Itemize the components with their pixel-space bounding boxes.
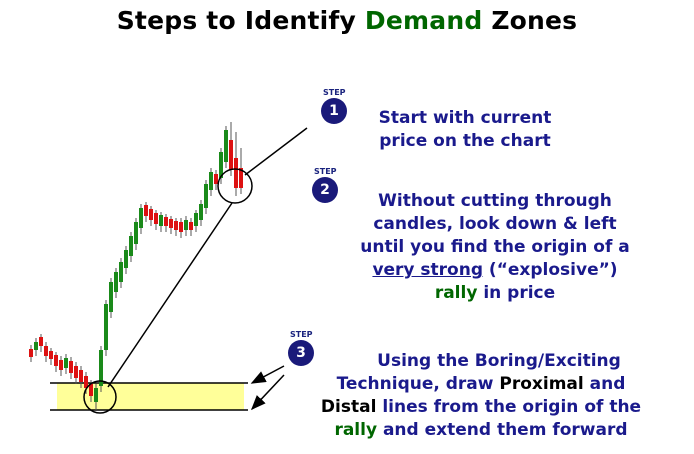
bearish-candle xyxy=(74,366,78,378)
step-2-line-2: candles, look down & left xyxy=(373,214,617,234)
in-price-text: in price xyxy=(477,283,556,303)
bearish-candle xyxy=(39,337,43,346)
bullish-candle xyxy=(184,220,188,230)
distal-text: Distal xyxy=(320,397,377,417)
rally-origin-circle xyxy=(83,380,117,414)
bullish-candle xyxy=(119,262,123,282)
demand-zone xyxy=(57,383,244,410)
bullish-candle xyxy=(159,215,163,226)
technique-text: Technique, draw xyxy=(336,374,500,394)
step-2-line-5: rally in price xyxy=(320,282,670,305)
bearish-candle xyxy=(179,222,183,232)
bullish-candle xyxy=(194,213,198,226)
bearish-candle xyxy=(89,384,93,396)
step-3-line-3: Distal lines from the origin of the xyxy=(276,396,686,419)
bullish-candle xyxy=(139,208,143,228)
bullish-candle xyxy=(124,250,128,268)
bearish-candle xyxy=(234,158,238,188)
step-3-line-1: Using the Boring/Exciting xyxy=(377,351,621,371)
bearish-candle xyxy=(164,217,168,226)
bearish-candle xyxy=(144,205,148,216)
current-price-circle xyxy=(217,168,253,204)
and-text: and xyxy=(583,374,626,394)
step-2-line-4: very strong (“explosive”) xyxy=(320,259,670,282)
bullish-candle xyxy=(224,130,228,162)
bearish-candle xyxy=(59,360,63,370)
page-title: Steps to Identify Demand Zones xyxy=(0,6,694,35)
distal-arrow xyxy=(250,374,285,411)
proximal-arrow xyxy=(250,365,285,384)
bearish-candle xyxy=(169,219,173,228)
step-2-line-1: Without cutting through xyxy=(378,191,612,211)
bullish-candle xyxy=(129,236,133,256)
bullish-candle xyxy=(34,342,38,350)
step-2-line-3: until you find the origin of a xyxy=(360,237,630,257)
bearish-candle xyxy=(189,222,193,230)
step-3-text: Using the Boring/Exciting Technique, dra… xyxy=(276,350,686,442)
very-strong-text: very strong xyxy=(372,260,484,280)
step-number: 2 xyxy=(312,177,338,203)
step-3-line-2: Technique, draw Proximal and xyxy=(276,373,686,396)
bearish-candle xyxy=(54,355,58,366)
bearish-candle xyxy=(174,221,178,230)
step-1-text: Start with current price on the chart xyxy=(350,107,580,153)
explosive-text: (“explosive”) xyxy=(483,260,618,280)
bullish-candle xyxy=(209,172,213,190)
bullish-candle xyxy=(94,388,98,402)
step-1-line-2: price on the chart xyxy=(379,131,551,151)
rally-text: rally xyxy=(334,420,378,440)
bearish-candle xyxy=(149,209,153,220)
bearish-candle xyxy=(239,168,243,188)
step-label: STEP xyxy=(290,330,313,339)
bullish-candle xyxy=(199,204,203,220)
step-label: STEP xyxy=(314,167,337,176)
bearish-candle xyxy=(49,351,53,359)
bullish-candle xyxy=(99,350,103,386)
step-1-line-1: Start with current xyxy=(378,108,552,128)
bullish-candle xyxy=(109,282,113,312)
step-number: 1 xyxy=(321,98,347,124)
bearish-candle xyxy=(44,346,48,356)
step-label: STEP xyxy=(323,88,346,97)
bullish-candle xyxy=(114,272,118,292)
bearish-candle xyxy=(69,361,73,373)
title-prefix: Steps to Identify xyxy=(116,6,365,35)
bullish-candle xyxy=(104,304,108,350)
title-suffix: Zones xyxy=(482,6,578,35)
bearish-candle xyxy=(79,370,83,382)
title-highlight: Demand xyxy=(364,6,483,35)
step-2-text: Without cutting through candles, look do… xyxy=(320,190,670,305)
step1-pointer-line xyxy=(244,127,308,176)
candles xyxy=(29,122,243,410)
step-number: 3 xyxy=(288,340,314,366)
rally-text: rally xyxy=(434,283,478,303)
bullish-candle xyxy=(64,358,68,368)
bearish-candle xyxy=(29,349,33,357)
bearish-candle xyxy=(229,140,233,170)
bearish-candle xyxy=(214,174,218,184)
bullish-candle xyxy=(134,222,138,244)
bearish-candle xyxy=(84,376,88,388)
lines-text: lines from the origin of the xyxy=(376,397,642,417)
proximal-text: Proximal xyxy=(499,374,584,394)
rally-line xyxy=(107,202,233,388)
extend-text: and extend them forward xyxy=(377,420,628,440)
bullish-candle xyxy=(219,152,223,178)
step-3-line-4: rally and extend them forward xyxy=(276,419,686,442)
bullish-candle xyxy=(204,184,208,208)
bearish-candle xyxy=(154,213,158,224)
